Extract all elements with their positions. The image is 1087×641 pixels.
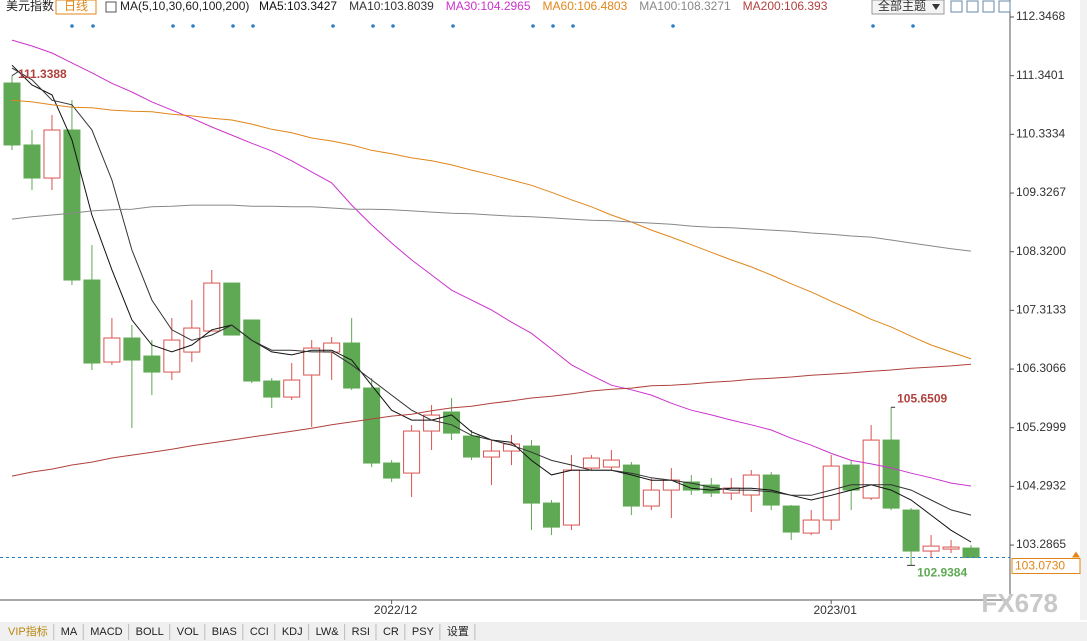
period[interactable]: 日线 — [64, 0, 88, 13]
theme-dropdown[interactable] — [871, 0, 945, 15]
x-tick-label: 2022/12 — [374, 603, 418, 617]
instrument-title: 美元指数 — [6, 0, 54, 13]
candle-body — [942, 546, 960, 550]
indicator-tab[interactable]: MACD — [90, 626, 122, 638]
candle-body — [822, 465, 840, 521]
candle-body — [163, 339, 181, 373]
ma-line — [11, 363, 972, 477]
dropdown-arrow — [932, 4, 940, 10]
indicator-tab[interactable]: BOLL — [136, 626, 164, 638]
y-tick-label: 107.3133 — [1016, 303, 1066, 317]
legend-entry: MA5:103.3427 — [259, 0, 337, 13]
indicator-tab[interactable]: MA — [61, 626, 78, 638]
legend-entry: MA100:108.3271 — [639, 0, 731, 13]
ma-line — [11, 204, 972, 252]
candle-body — [63, 129, 81, 281]
candle-body — [463, 435, 481, 458]
ma-line — [11, 99, 972, 360]
candle-body — [562, 469, 580, 526]
candle-body — [343, 342, 361, 389]
y-tick-label: 103.2865 — [1016, 537, 1066, 551]
toolbar-icons[interactable] — [950, 0, 1011, 13]
ma-params: MA(5,10,30,60,100,200) — [120, 0, 249, 13]
candle-body — [383, 462, 401, 479]
last-price-label: 103.0730 — [1015, 559, 1065, 573]
y-tick-label: 112.3468 — [1016, 9, 1065, 23]
ma-toggle[interactable] — [105, 1, 117, 13]
high-label: 105.6509 — [897, 391, 947, 405]
candle-body — [662, 479, 680, 491]
candle-body — [43, 129, 61, 179]
ma-line — [11, 67, 972, 516]
candle-body — [123, 337, 141, 361]
y-tick-label: 105.2999 — [1016, 420, 1066, 434]
theme-button[interactable]: 全部主题 — [878, 0, 926, 13]
indicator-tab[interactable]: VOL — [177, 626, 199, 638]
indicator-tab[interactable]: CCI — [250, 626, 269, 638]
y-tick-label: 109.3267 — [1016, 185, 1066, 199]
candle-body — [802, 519, 820, 534]
candle-body — [602, 459, 620, 468]
y-tick-label: 106.3066 — [1016, 361, 1066, 375]
candle-body — [363, 387, 381, 464]
ma-line — [11, 39, 972, 487]
candle-body — [522, 445, 540, 504]
candle-body — [403, 430, 421, 474]
legend-entry: MA30:104.2965 — [446, 0, 531, 13]
candle-body — [303, 347, 321, 376]
candle-body — [902, 509, 920, 552]
candle-body — [223, 282, 241, 336]
candle-body — [682, 481, 700, 491]
candle-body — [263, 380, 281, 398]
indicator-tab[interactable]: BIAS — [212, 626, 237, 638]
last-price-arrow — [1072, 551, 1080, 558]
watermark: FX678 — [981, 588, 1058, 618]
candle-body — [103, 337, 121, 363]
candle-body — [862, 439, 880, 499]
candle-body — [742, 474, 760, 496]
candle-body — [483, 450, 501, 458]
indicator-tab[interactable]: PSY — [412, 626, 435, 638]
indicator-tab[interactable]: CR — [383, 626, 399, 638]
candle-body — [922, 545, 940, 552]
period-box[interactable] — [55, 0, 97, 15]
candle-body — [3, 82, 21, 146]
candle-body — [882, 439, 900, 509]
side-strip — [1080, 0, 1087, 620]
candle-body — [962, 547, 980, 559]
tab-bar — [0, 622, 1087, 641]
event-markers — [70, 24, 915, 28]
candle-body — [283, 379, 301, 398]
candle-body — [642, 489, 660, 507]
y-tick-label: 110.3334 — [1016, 127, 1065, 141]
last-price-box — [1011, 558, 1081, 575]
indicator-tab[interactable]: RSI — [352, 626, 370, 638]
candle-body — [582, 457, 600, 469]
indicator-tab[interactable]: VIP指标 — [8, 624, 48, 638]
x-tick-label: 2023/01 — [813, 603, 857, 617]
y-tick-label: 104.2932 — [1016, 479, 1066, 493]
indicator-tab[interactable]: KDJ — [282, 626, 303, 638]
candle-body — [23, 144, 41, 179]
high-label: 111.3388 — [18, 67, 67, 81]
y-tick-label: 108.3200 — [1016, 244, 1066, 258]
legend-entry: MA10:103.8039 — [349, 0, 434, 13]
y-tick-label: 111.3401 — [1016, 68, 1065, 82]
indicator-tab[interactable]: 设置 — [447, 625, 469, 638]
legend-entry: MA60:106.4803 — [543, 0, 628, 13]
candle-body — [782, 505, 800, 533]
indicator-tab[interactable]: LW& — [316, 626, 340, 638]
candle-body — [243, 319, 261, 382]
candle-body — [143, 355, 161, 373]
candle-body — [203, 282, 221, 332]
candle-body — [542, 502, 560, 528]
legend-entry: MA200:106.393 — [743, 0, 828, 13]
candle-body — [83, 279, 101, 364]
annotation-pointer — [11, 71, 19, 77]
low-label: 102.9384 — [917, 566, 967, 580]
candle-body — [622, 464, 640, 507]
